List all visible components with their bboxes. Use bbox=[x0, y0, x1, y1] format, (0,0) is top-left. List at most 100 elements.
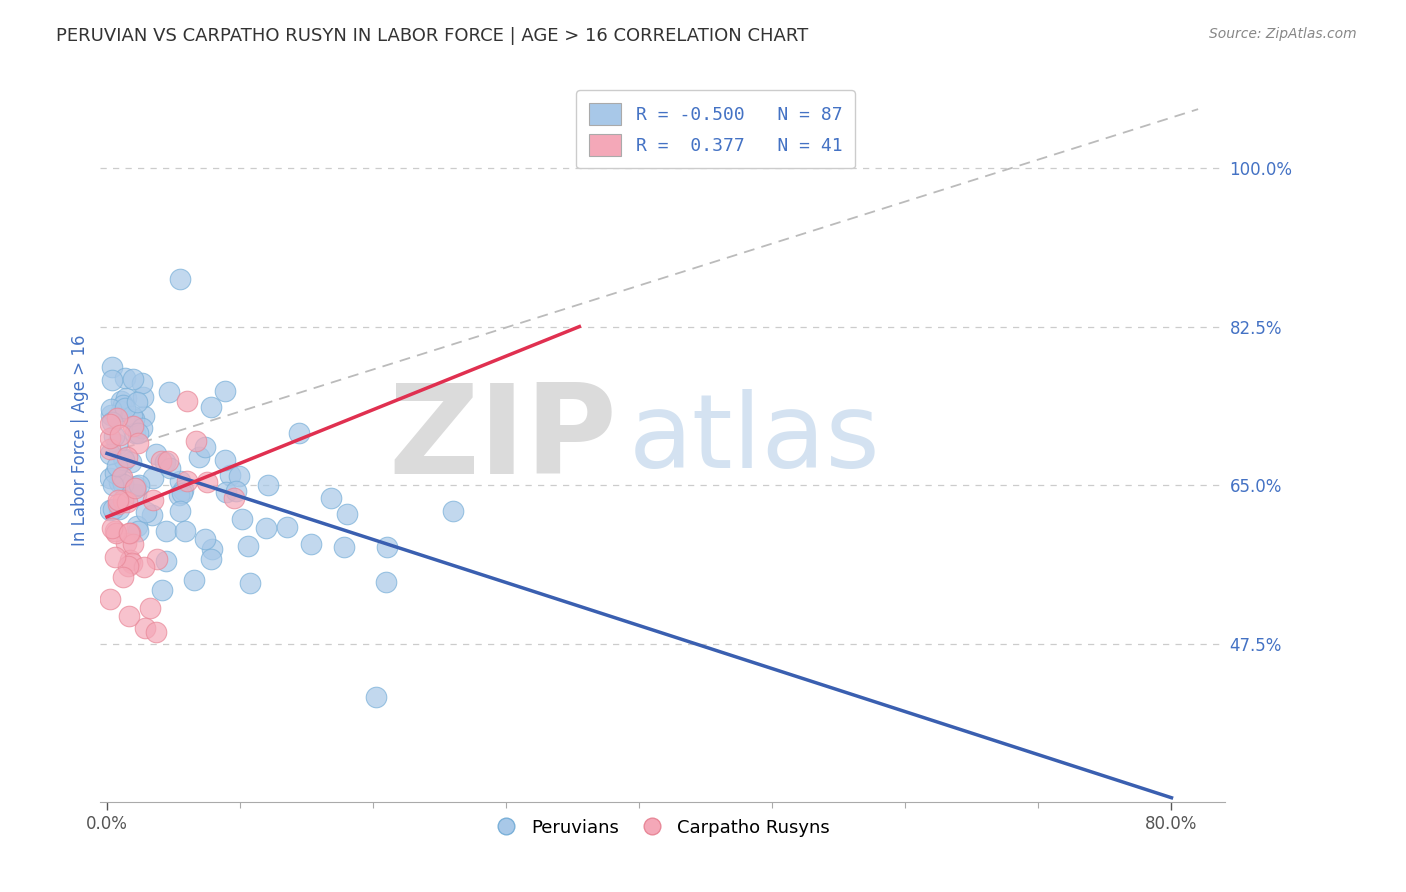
Point bbox=[114, 371, 136, 385]
Point bbox=[98, 591, 121, 606]
Point bbox=[194, 440, 217, 454]
Point bbox=[111, 470, 134, 484]
Point bbox=[120, 455, 142, 469]
Point bbox=[142, 493, 165, 508]
Point bbox=[375, 541, 398, 555]
Point bbox=[124, 481, 146, 495]
Point bbox=[101, 502, 124, 516]
Point bbox=[122, 372, 145, 386]
Point bbox=[115, 450, 138, 464]
Point bbox=[194, 533, 217, 547]
Point bbox=[101, 416, 124, 430]
Point bbox=[183, 573, 205, 587]
Point bbox=[100, 408, 122, 422]
Point bbox=[128, 478, 150, 492]
Point bbox=[441, 504, 464, 518]
Point bbox=[118, 552, 141, 566]
Point bbox=[169, 271, 191, 285]
Point bbox=[188, 450, 211, 464]
Point bbox=[111, 569, 134, 583]
Point bbox=[132, 559, 155, 574]
Point bbox=[228, 468, 250, 483]
Point bbox=[112, 452, 135, 467]
Point bbox=[195, 475, 218, 489]
Point bbox=[101, 359, 124, 374]
Point bbox=[110, 404, 132, 418]
Point bbox=[200, 552, 222, 566]
Point bbox=[142, 471, 165, 485]
Point bbox=[169, 504, 191, 518]
Point bbox=[112, 477, 135, 491]
Point bbox=[145, 447, 167, 461]
Point bbox=[107, 492, 129, 507]
Point bbox=[115, 391, 138, 405]
Point bbox=[167, 488, 190, 502]
Point bbox=[156, 454, 179, 468]
Point bbox=[134, 622, 156, 636]
Point bbox=[225, 483, 247, 498]
Point bbox=[105, 459, 128, 474]
Point bbox=[100, 521, 122, 535]
Point bbox=[155, 524, 177, 538]
Point bbox=[117, 559, 139, 574]
Point bbox=[117, 609, 139, 624]
Point bbox=[121, 556, 143, 570]
Point bbox=[159, 384, 181, 399]
Legend: Peruvians, Carpatho Rusyns: Peruvians, Carpatho Rusyns bbox=[488, 812, 837, 844]
Point bbox=[98, 442, 121, 456]
Point bbox=[200, 400, 222, 414]
Point bbox=[103, 477, 125, 491]
Point bbox=[276, 520, 298, 534]
Text: Source: ZipAtlas.com: Source: ZipAtlas.com bbox=[1209, 27, 1357, 41]
Point bbox=[256, 478, 278, 492]
Point bbox=[101, 373, 124, 387]
Point bbox=[124, 411, 146, 425]
Point bbox=[299, 537, 322, 551]
Point bbox=[107, 410, 129, 425]
Point bbox=[214, 453, 236, 467]
Point bbox=[159, 460, 181, 475]
Point bbox=[98, 503, 121, 517]
Point bbox=[214, 384, 236, 399]
Point bbox=[336, 507, 359, 521]
Point bbox=[125, 394, 148, 409]
Point bbox=[319, 491, 342, 505]
Point bbox=[236, 539, 259, 553]
Point bbox=[215, 484, 238, 499]
Point bbox=[108, 428, 131, 442]
Point bbox=[146, 552, 169, 566]
Point bbox=[153, 455, 176, 469]
Point bbox=[104, 524, 127, 538]
Point bbox=[110, 393, 132, 408]
Point bbox=[155, 554, 177, 568]
Point bbox=[170, 485, 193, 500]
Point bbox=[131, 421, 153, 435]
Point bbox=[254, 521, 277, 535]
Point bbox=[176, 474, 198, 488]
Point bbox=[100, 402, 122, 417]
Point bbox=[201, 541, 224, 556]
Point bbox=[103, 429, 125, 443]
Point bbox=[121, 419, 143, 434]
Point bbox=[98, 431, 121, 445]
Point bbox=[98, 471, 121, 485]
Point bbox=[134, 409, 156, 424]
Point bbox=[122, 537, 145, 551]
Point bbox=[176, 394, 198, 409]
Point bbox=[127, 436, 149, 450]
Point bbox=[120, 525, 142, 540]
Point bbox=[131, 376, 153, 391]
Y-axis label: In Labor Force | Age > 16: In Labor Force | Age > 16 bbox=[72, 334, 89, 546]
Point bbox=[125, 519, 148, 533]
Point bbox=[135, 505, 157, 519]
Text: PERUVIAN VS CARPATHO RUSYN IN LABOR FORCE | AGE > 16 CORRELATION CHART: PERUVIAN VS CARPATHO RUSYN IN LABOR FORC… bbox=[56, 27, 808, 45]
Point bbox=[105, 437, 128, 451]
Point bbox=[124, 425, 146, 440]
Point bbox=[104, 549, 127, 564]
Point bbox=[150, 583, 173, 598]
Point bbox=[218, 467, 240, 482]
Point bbox=[364, 690, 387, 704]
Point bbox=[231, 511, 253, 525]
Point bbox=[111, 492, 134, 507]
Point bbox=[141, 508, 163, 522]
